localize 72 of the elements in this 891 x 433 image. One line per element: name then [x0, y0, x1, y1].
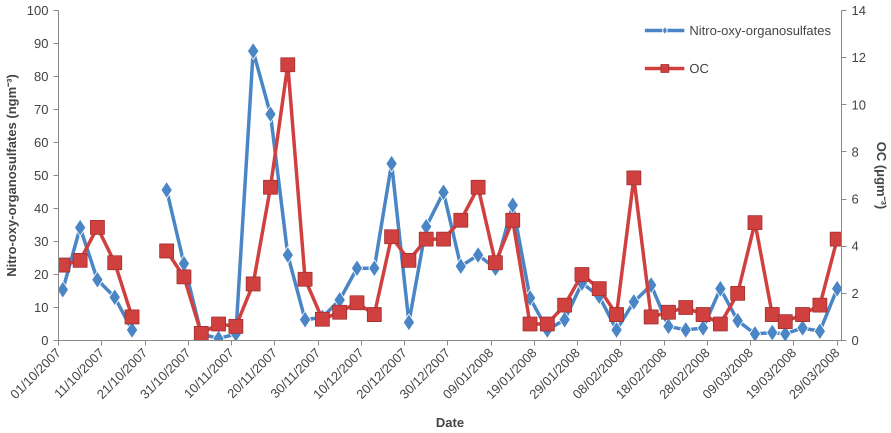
point [610, 321, 623, 339]
point [453, 212, 468, 228]
x-axis-title: Date [436, 415, 464, 430]
point [437, 183, 450, 202]
point [505, 212, 520, 228]
y2-axis-title: OC (μgm⁻³) [874, 142, 889, 210]
point [436, 232, 451, 247]
point [418, 232, 434, 247]
point [350, 295, 364, 310]
point [778, 314, 793, 330]
point [470, 180, 486, 195]
y-tick-label: 40 [34, 201, 49, 216]
point [280, 57, 296, 72]
y-tick-label: 70 [34, 102, 49, 117]
y2-tick-label: 0 [852, 333, 859, 348]
point [384, 229, 399, 244]
point [228, 318, 244, 334]
y2-tick-label: 2 [852, 286, 859, 301]
y-tick-label: 10 [34, 300, 49, 315]
point [812, 298, 828, 313]
point [592, 281, 607, 296]
point [246, 276, 261, 292]
point [748, 215, 762, 230]
y-tick-label: 60 [34, 135, 49, 150]
point [609, 307, 624, 322]
point [626, 170, 642, 186]
point [159, 244, 174, 258]
point [540, 316, 555, 332]
point [748, 325, 762, 340]
point [124, 310, 140, 324]
point [264, 105, 277, 124]
legend-label: OC [689, 60, 710, 76]
y-tick-label: 30 [34, 234, 49, 249]
y-tick-label: 20 [34, 267, 49, 282]
y2-tick-label: 14 [852, 3, 866, 18]
y2-tick-label: 6 [852, 192, 859, 207]
point [332, 304, 348, 320]
point [350, 259, 364, 278]
point [72, 252, 88, 268]
point [644, 310, 659, 324]
y-axis-title: Nitro-oxy-organosulfates (ngm⁻³) [4, 74, 19, 277]
point [107, 255, 122, 270]
point [263, 180, 278, 195]
y2-tick-label: 12 [852, 50, 866, 66]
point [90, 220, 105, 235]
y-tick-label: 90 [34, 36, 49, 51]
y-tick-label: 80 [34, 69, 49, 84]
point [366, 307, 382, 322]
y-tick-label: 100 [26, 3, 49, 18]
point [678, 300, 694, 315]
point [557, 298, 572, 313]
y2-tick-label: 10 [852, 97, 866, 112]
point [488, 255, 503, 270]
y-tick-label: 0 [41, 333, 49, 348]
legend-label: Nitro-oxy-organosulfates [689, 22, 831, 38]
point [314, 312, 330, 327]
point [574, 267, 590, 282]
point [661, 304, 676, 320]
point [764, 307, 780, 322]
point [402, 252, 416, 268]
y-tick-label: 50 [34, 168, 49, 183]
point [211, 316, 226, 332]
point [730, 286, 746, 301]
point [696, 307, 710, 322]
point [176, 269, 192, 284]
point [795, 307, 810, 322]
point [522, 316, 538, 332]
point [712, 316, 728, 332]
point [298, 272, 312, 287]
y2-tick-label: 8 [852, 144, 859, 160]
point [766, 324, 778, 340]
y2-tick-label: 4 [852, 238, 859, 254]
